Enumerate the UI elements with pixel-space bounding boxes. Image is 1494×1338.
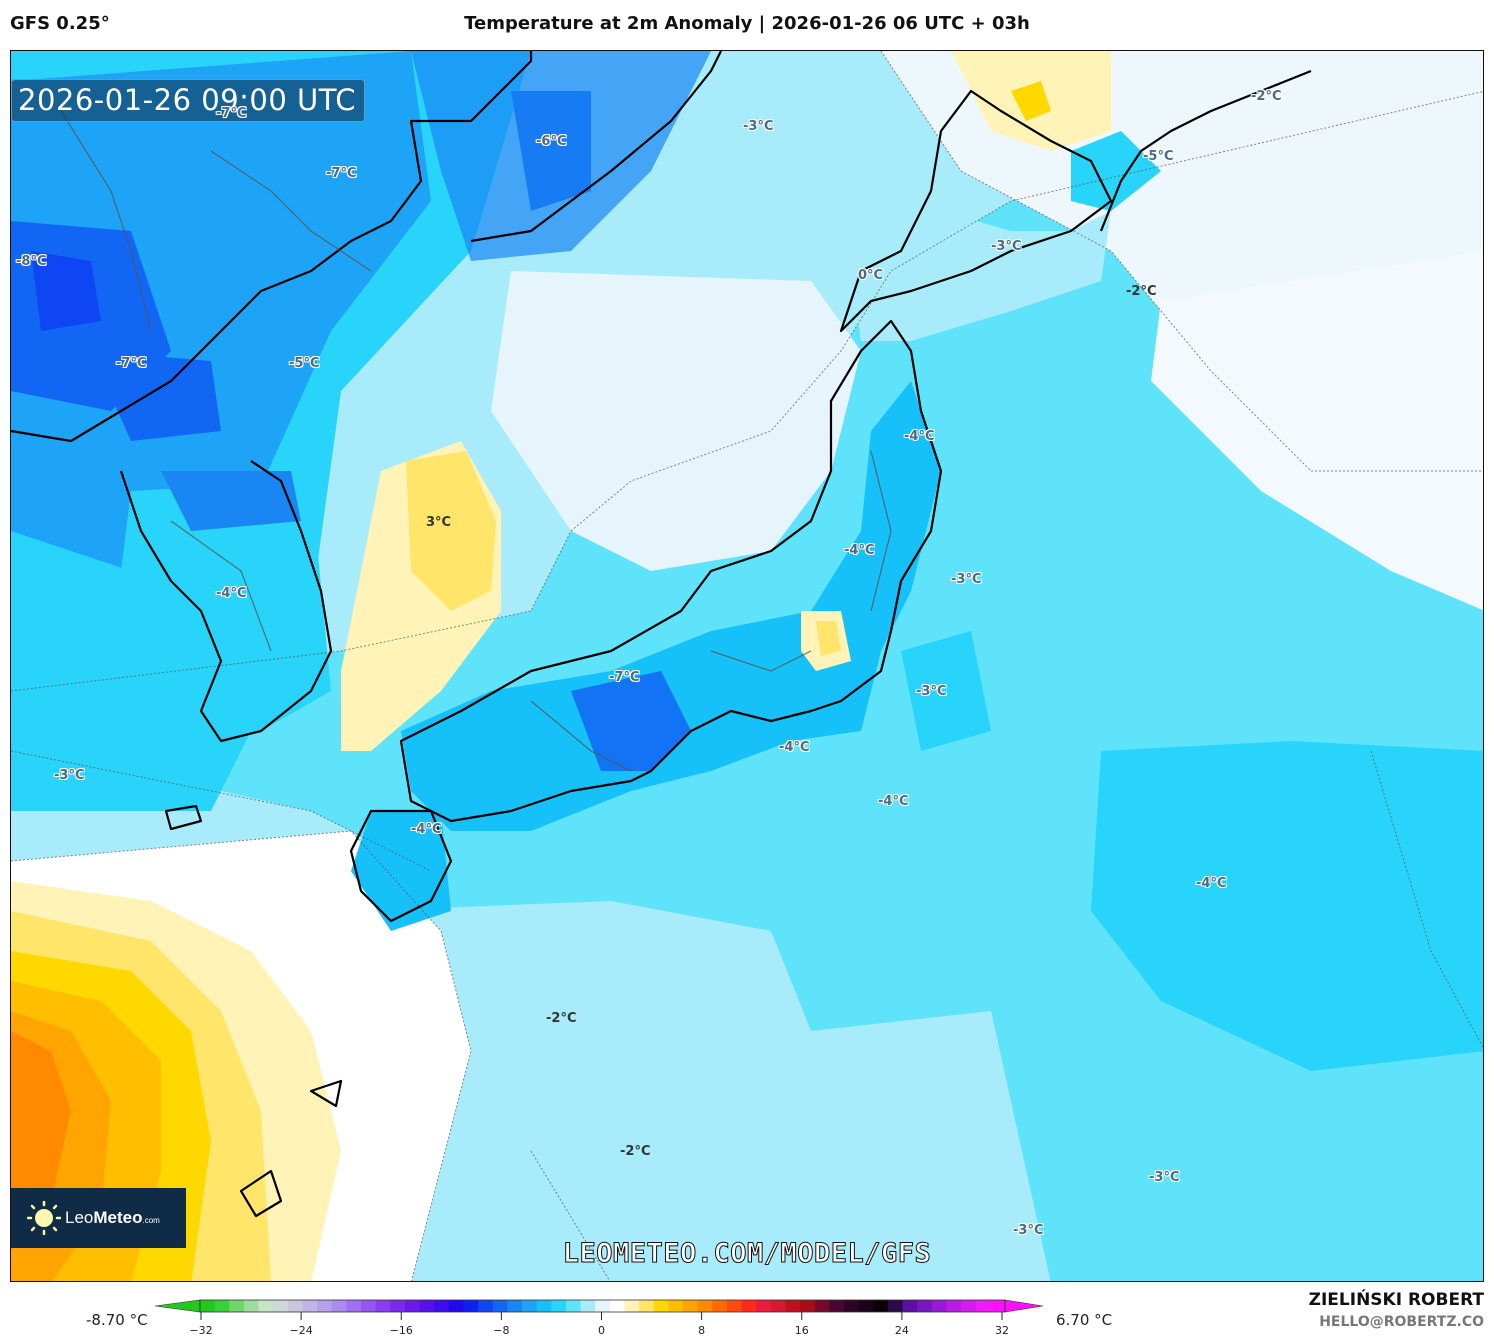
contour-label: -2°C [620,1144,651,1159]
sun-icon [26,1200,62,1236]
contour-label: -3°C [951,572,982,587]
colorbar-tick-label: 24 [894,1324,909,1337]
contour-label: -7°C [326,166,357,181]
colorbar-min-label: -8.70 °C [86,1311,148,1329]
contour-label: -4°C [844,543,875,558]
colorbar-max-label: 6.70 °C [1056,1311,1113,1329]
leometeo-logo[interactable]: LeoMeteo.com [11,1188,186,1248]
contour-label: -2°C [1126,284,1157,299]
colorbar-tick-label: 16 [794,1324,809,1337]
colorbar-tick-label: −16 [389,1324,413,1337]
contour-label: -4°C [411,822,442,837]
contour-label: -4°C [904,429,935,444]
contour-label: -4°C [1196,876,1227,891]
model-name: GFS 0.25° [10,13,110,34]
contour-label: -5°C [1143,149,1174,164]
contour-label: -3°C [54,768,85,783]
contour-label: -7°C [116,356,147,371]
author-credit: ZIELIŃSKI ROBERT [1308,1290,1484,1310]
valid-time-badge: 2026-01-26 09:00 UTC [11,79,366,122]
temperature-anomaly-field [11,51,1483,1281]
author-email[interactable]: HELLO@ROBERTZ.CO [1319,1314,1484,1330]
colorbar-tick-label: 8 [698,1324,706,1337]
contour-label: -7°C [216,106,247,121]
contour-label: -6°C [536,134,567,149]
contour-label: -4°C [779,740,810,755]
contour-label: -4°C [878,794,909,809]
contour-label: -5°C [289,356,320,371]
map-panel[interactable]: 2026-01-26 09:00 UTC -7°C -7°C -6°C -3°C -2°… [10,50,1484,1282]
contour-label: 0°C [858,268,884,283]
colorbar-tick-label: 0 [598,1324,605,1337]
contour-label: -2°C [546,1011,577,1026]
contour-label: 3°C [426,515,452,530]
contour-label: -4°C [216,586,247,601]
contour-label: -8°C [16,254,47,269]
colorbar [155,1299,1044,1320]
logo-text: LeoMeteo.com [65,1208,160,1227]
contour-label: -3°C [916,684,947,699]
contour-label: -3°C [1013,1223,1044,1238]
contour-label: -3°C [1149,1170,1180,1185]
contour-label: -3°C [743,119,774,134]
watermark-url: LEOMETEO.COM/MODEL/GFS [562,1238,932,1270]
colorbar-tick-label: 32 [995,1324,1009,1337]
contour-label: -7°C [609,670,640,685]
contour-label: -2°C [1251,89,1282,104]
colorbar-tick-label: −24 [289,1324,313,1337]
colorbar-tick-label: −32 [189,1324,213,1337]
chart-title: Temperature at 2m Anomaly | 2026-01-26 0… [464,13,1030,34]
contour-label: -3°C [991,239,1022,254]
colorbar-tick-label: −8 [493,1324,510,1337]
